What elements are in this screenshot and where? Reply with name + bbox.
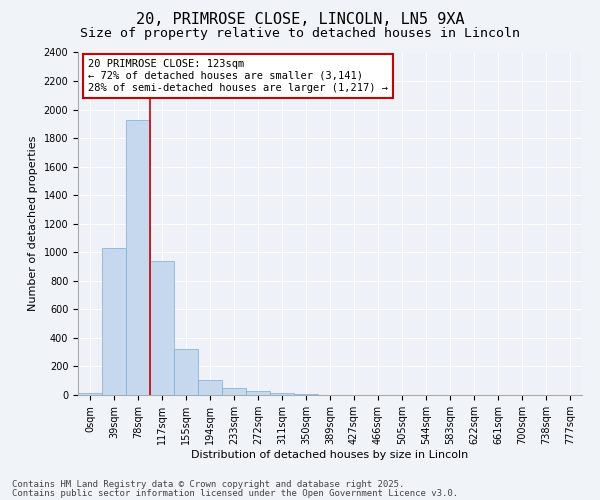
Bar — [246, 390, 270, 395]
Bar — [198, 380, 222, 395]
Bar — [102, 248, 126, 395]
Bar — [150, 261, 174, 395]
Bar — [78, 393, 102, 395]
Text: 20, PRIMROSE CLOSE, LINCOLN, LN5 9XA: 20, PRIMROSE CLOSE, LINCOLN, LN5 9XA — [136, 12, 464, 28]
Bar — [222, 388, 246, 395]
Bar — [174, 350, 198, 395]
Bar — [126, 120, 150, 395]
Text: Contains public sector information licensed under the Open Government Licence v3: Contains public sector information licen… — [12, 488, 458, 498]
Bar — [294, 394, 318, 395]
Text: 20 PRIMROSE CLOSE: 123sqm
← 72% of detached houses are smaller (3,141)
28% of se: 20 PRIMROSE CLOSE: 123sqm ← 72% of detac… — [88, 60, 388, 92]
Text: Contains HM Land Registry data © Crown copyright and database right 2025.: Contains HM Land Registry data © Crown c… — [12, 480, 404, 489]
Text: Size of property relative to detached houses in Lincoln: Size of property relative to detached ho… — [80, 28, 520, 40]
Y-axis label: Number of detached properties: Number of detached properties — [28, 136, 38, 312]
X-axis label: Distribution of detached houses by size in Lincoln: Distribution of detached houses by size … — [191, 450, 469, 460]
Bar — [270, 393, 294, 395]
